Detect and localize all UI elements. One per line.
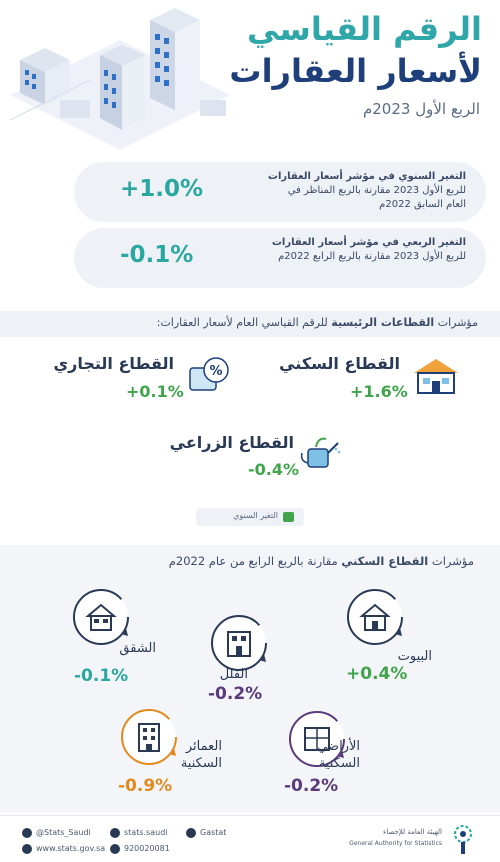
agricultural-sector-value: -0.4% <box>248 460 300 479</box>
residential-title-bold: القطاع السكني <box>341 554 429 568</box>
agricultural-sector-name: القطاع الزراعي <box>169 433 294 452</box>
residential-buildings-label-line1: العمائر <box>185 739 222 754</box>
residential-land-label: الأراضي السكنية <box>317 738 360 772</box>
residential-sector-name: القطاع السكني <box>279 354 400 373</box>
quarterly-change-desc-rest: للربع الأول 2023 مقارنة بالربع الرابع 20… <box>278 251 466 262</box>
residential-land-label-line2: السكنية <box>318 756 360 771</box>
sectors-header-text: مؤشرات القطاعات الرئيسية للرقم القياسي ا… <box>157 316 478 329</box>
twitter-icon <box>22 828 32 838</box>
quarterly-change-card: التغير الربعي في مؤشر أسعار العقارات للر… <box>74 228 486 288</box>
residential-title-prefix: مؤشرات <box>428 554 474 568</box>
instagram-icon <box>110 828 120 838</box>
gastat-logo-icon <box>454 825 472 854</box>
svg-text:%: % <box>209 364 222 379</box>
apartments-label: الشقق <box>119 641 156 656</box>
phone-number[interactable]: 920020081 <box>124 844 170 853</box>
sectors-header-suffix: للرقم القياسي العام لأسعار العقارات: <box>156 316 332 329</box>
annual-change-desc-bold: التغير السنوي في مؤشر أسعار العقارات <box>267 171 466 182</box>
residential-house-icon <box>414 359 458 394</box>
org-name-arabic: الهيئة العامة للإحصاء <box>383 828 442 836</box>
legend-label: التغير السنوي <box>233 511 278 520</box>
commercial-percent-icon: % <box>189 357 229 391</box>
footer <box>0 815 500 862</box>
residential-land-ring-icon <box>289 711 345 767</box>
annual-change-desc-rest: للربع الأول 2023 مقارنة بالربع المناظر ف… <box>287 185 466 210</box>
legend: التغير السنوي <box>196 508 304 526</box>
globe-icon <box>22 844 32 854</box>
agricultural-watering-can-icon <box>300 437 341 468</box>
legend-swatch <box>283 512 294 522</box>
apartments-value: -0.1% <box>74 666 129 686</box>
residential-buildings-label: العمائر السكنية <box>181 738 222 772</box>
instagram-handle[interactable]: stats.saudi <box>124 828 168 837</box>
building-icon <box>20 48 70 105</box>
residential-sector-section <box>0 545 500 812</box>
villas-ring-icon <box>211 615 267 671</box>
annual-change-card: التغير السنوي في مؤشر أسعار العقارات للر… <box>74 162 486 222</box>
houses-label: البيوت <box>397 649 432 664</box>
period-subtitle: الربع الأول 2023م <box>362 100 480 118</box>
sectors-section-header: مؤشرات القطاعات الرئيسية للرقم القياسي ا… <box>0 311 500 337</box>
twitter-handle[interactable]: @Stats_Saudi <box>36 828 91 837</box>
building-icon <box>100 45 145 130</box>
building-icon <box>150 8 200 110</box>
quarterly-change-description: التغير الربعي في مؤشر أسعار العقارات للر… <box>266 236 466 264</box>
page-title: الرقم القياسي <box>246 10 482 48</box>
snapchat-icon <box>186 828 196 838</box>
snapchat-handle[interactable]: Gastat <box>200 828 227 837</box>
residential-sector-value: +1.6% <box>350 382 408 401</box>
annual-change-description: التغير السنوي في مؤشر أسعار العقارات للر… <box>266 170 466 212</box>
residential-land-label-line1: الأراضي <box>317 739 360 754</box>
quarterly-change-desc-bold: التغير الربعي في مؤشر أسعار العقارات <box>271 237 466 248</box>
page-title-line2: لأسعار العقارات <box>229 52 482 90</box>
residential-buildings-ring-icon <box>121 709 177 765</box>
buildings-illustration <box>9 8 230 150</box>
residential-title-suffix: مقارنة بالربع الرابع من عام 2022م <box>168 554 342 568</box>
phone-icon <box>110 844 120 854</box>
sectors-header-prefix: مؤشرات <box>434 316 478 329</box>
houses-ring-icon <box>347 589 403 645</box>
annual-change-value: +1.0% <box>120 176 204 202</box>
commercial-sector-value: +0.1% <box>126 382 184 401</box>
houses-value: +0.4% <box>346 664 408 684</box>
org-name-english: General Authority for Statistics <box>349 840 442 847</box>
apartments-ring-icon <box>73 589 129 645</box>
residential-buildings-label-line2: السكنية <box>180 756 222 771</box>
residential-land-value: -0.2% <box>284 776 339 796</box>
villas-label: الفلل <box>219 667 248 682</box>
residential-buildings-value: -0.9% <box>118 776 173 796</box>
sectors-header-bold: القطاعات الرئيسية <box>331 316 435 329</box>
residential-section-title: مؤشرات القطاع السكني مقارنة بالربع الراب… <box>169 554 474 568</box>
villas-value: -0.2% <box>208 684 263 704</box>
website-link[interactable]: www.stats.gov.sa <box>36 844 106 853</box>
commercial-sector-name: القطاع التجاري <box>53 354 174 373</box>
quarterly-change-value: -0.1% <box>120 242 194 268</box>
